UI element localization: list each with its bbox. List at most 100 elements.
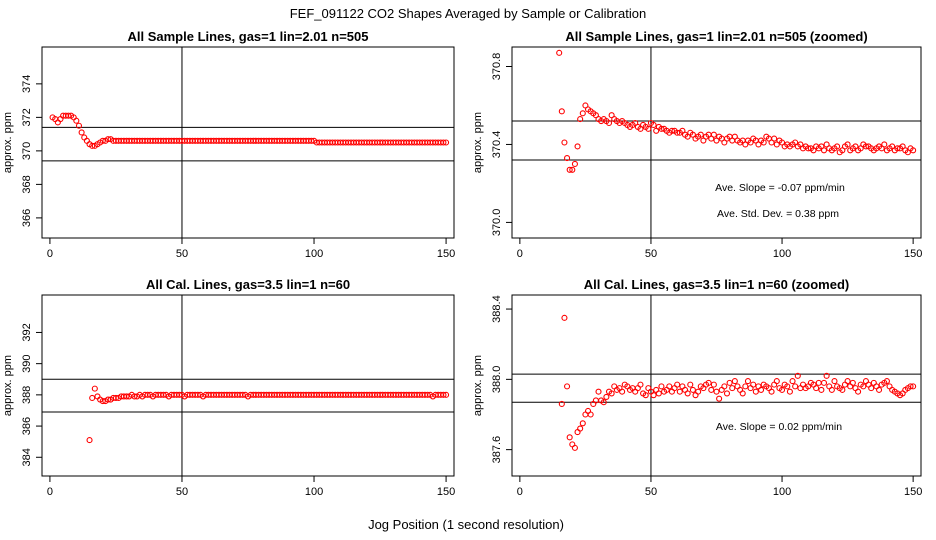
panel-title: All Sample Lines, gas=1 lin=2.01 n=505 (128, 29, 369, 44)
page-title: FEF_091122 CO2 Shapes Averaged by Sample… (290, 6, 647, 21)
data-point (239, 391, 246, 398)
x-tick-label: 150 (437, 248, 455, 260)
data-point (650, 392, 657, 399)
data-point (99, 398, 106, 405)
data-point (658, 125, 665, 132)
data-point (666, 383, 673, 390)
data-point (668, 127, 675, 134)
data-point (160, 391, 167, 398)
data-point (758, 386, 765, 393)
x-axis-label: Jog Position (1 second resolution) (368, 517, 564, 532)
plot-frame (511, 46, 922, 239)
data-point (566, 166, 573, 173)
plot-frame (41, 46, 455, 239)
data-point (569, 166, 576, 173)
panel-sample-lines: All Sample Lines, gas=1 lin=2.01 n=505 a… (2, 29, 455, 260)
x-tick-label: 0 (47, 486, 53, 498)
data-point (86, 437, 93, 444)
data-point (789, 378, 796, 385)
data-point (794, 372, 801, 379)
data-point (726, 379, 733, 386)
data-point (813, 385, 820, 392)
y-tick-label: 370.0 (491, 209, 503, 237)
data-point (579, 110, 586, 117)
data-point (619, 388, 626, 395)
y-tick-label: 388.0 (491, 366, 503, 394)
y-tick-label: 370.4 (491, 131, 503, 159)
data-point (839, 386, 846, 393)
y-tick-label: 388.4 (491, 295, 503, 323)
data-point (705, 379, 712, 386)
data-point (99, 137, 106, 144)
data-point (587, 411, 594, 418)
data-point (723, 390, 731, 397)
data-point (424, 391, 431, 398)
x-tick-label: 50 (645, 486, 657, 498)
data-point (608, 390, 615, 397)
data-point (54, 119, 61, 126)
data-point (844, 378, 851, 385)
data-point (773, 378, 780, 385)
plot-frame (511, 294, 922, 477)
data-point (144, 391, 151, 398)
data-point (760, 139, 767, 146)
data-point (603, 393, 610, 400)
data-point (443, 139, 450, 146)
data-point (194, 391, 201, 398)
data-point (729, 385, 736, 392)
y-tick-label: 370.8 (491, 53, 503, 81)
data-point (658, 383, 665, 390)
data-point (721, 383, 728, 390)
data-point (786, 388, 793, 395)
data-point (571, 444, 578, 451)
data-point (768, 388, 775, 395)
data-point (910, 147, 917, 154)
data-point (828, 386, 835, 393)
y-tick-label: 387.6 (491, 436, 503, 464)
data-point (815, 379, 822, 386)
data-point (600, 399, 607, 406)
data-point (710, 131, 717, 138)
data-point (805, 145, 812, 152)
x-tick-label: 0 (517, 486, 523, 498)
data-point (710, 381, 717, 388)
data-point (308, 137, 315, 144)
y-tick-label: 368 (21, 175, 33, 193)
data-point (844, 141, 851, 148)
data-point (868, 385, 875, 392)
data-point (57, 115, 64, 123)
data-point (708, 386, 715, 393)
data-point (81, 134, 88, 141)
data-point (176, 391, 183, 398)
data-point (862, 143, 869, 150)
y-tick-label: 392 (21, 323, 33, 341)
data-point (89, 142, 96, 149)
y-tick-label: 390 (21, 354, 33, 372)
data-point (65, 112, 72, 119)
slope-annotation: Ave. Slope = 0.02 ppm/min (716, 421, 842, 433)
data-point (131, 393, 138, 400)
data-point (881, 141, 888, 148)
panel-sample-lines-zoomed: All Sample Lines, gas=1 lin=2.01 n=505 (… (472, 29, 922, 260)
data-point (834, 143, 841, 150)
y-tick-label: 372 (21, 108, 33, 126)
data-point (687, 381, 694, 388)
data-point (112, 394, 119, 402)
slope-annotation: Ave. Slope = -0.07 ppm/min (715, 182, 845, 194)
data-point (579, 420, 586, 427)
y-tick-label: 386 (21, 417, 33, 435)
data-point (883, 378, 890, 385)
panel-cal-lines: All Cal. Lines, gas=3.5 lin=1 n=60 appro… (2, 277, 455, 498)
data-point (78, 129, 85, 136)
panel-title: All Cal. Lines, gas=3.5 lin=1 n=60 (146, 277, 350, 292)
data-point (695, 388, 702, 395)
data-point (849, 379, 856, 386)
data-point (820, 147, 828, 154)
data-point (558, 400, 565, 408)
x-tick-label: 50 (176, 248, 188, 260)
x-tick-label: 100 (305, 248, 323, 260)
data-point (676, 388, 683, 395)
data-point (443, 391, 450, 398)
data-point (750, 381, 757, 388)
data-point (571, 160, 578, 167)
